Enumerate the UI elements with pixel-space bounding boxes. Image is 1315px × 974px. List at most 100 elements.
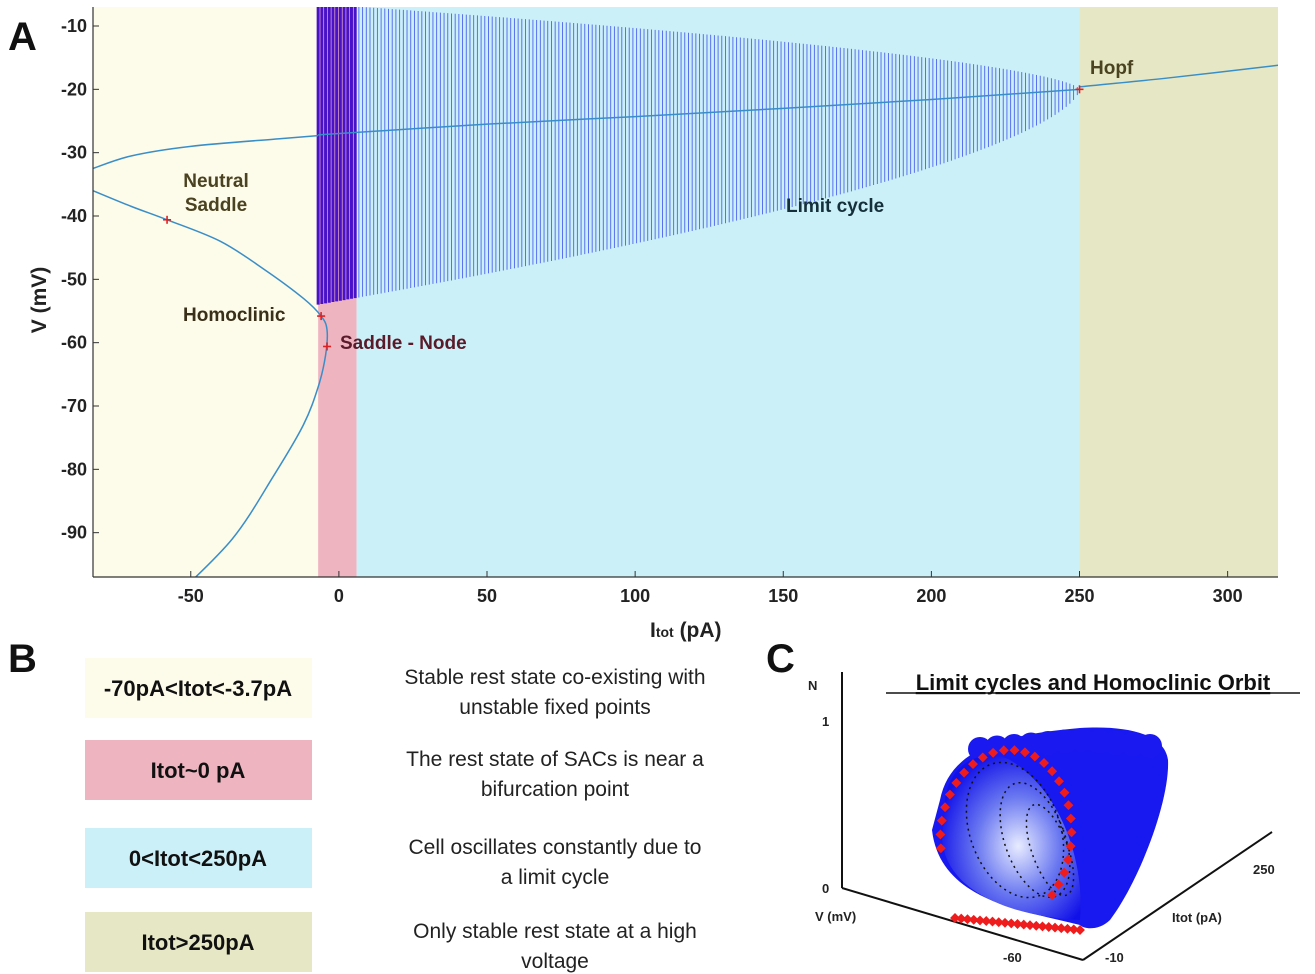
y-tick-label: -30 xyxy=(61,143,87,163)
equilibrium-curve-2 xyxy=(1079,64,1278,88)
homoclinic-orbit-marker xyxy=(940,802,950,813)
annotation-saddle: Saddle xyxy=(185,195,247,216)
legend-label: -70pA<Itot<-3.7pA xyxy=(104,676,292,701)
y-tick-label: -40 xyxy=(61,206,87,226)
dotted-orbit xyxy=(1025,803,1075,897)
x-tick-label: 150 xyxy=(768,586,798,606)
y-tick-label: -60 xyxy=(61,333,87,353)
homoclinic-orbit-marker xyxy=(959,767,970,778)
x-tick-labels: -50 0 50 100 150 200 250 300 xyxy=(178,586,1243,606)
legend-label: Itot>250pA xyxy=(141,930,254,955)
v-axis-label: V (mV) xyxy=(815,909,856,924)
y-tick-label: -70 xyxy=(61,396,87,416)
x-tick-label: 0 xyxy=(334,586,344,606)
y-tick-label: -50 xyxy=(61,269,87,289)
region-band-0 xyxy=(93,7,319,577)
homoclinic-orbit-marker xyxy=(1043,922,1054,932)
homoclinic-orbit-marker xyxy=(1000,917,1010,928)
x-tick-label: 300 xyxy=(1213,586,1243,606)
n-tick-0: 0 xyxy=(822,881,829,896)
legend-description-line: Cell oscillates constantly due to xyxy=(409,836,702,859)
homoclinic-orbit-marker xyxy=(944,789,955,800)
panel-label-b: B xyxy=(8,637,37,681)
itot-tick-10: -10 xyxy=(1105,950,1124,965)
annotation-neutral: Neutral xyxy=(183,171,248,192)
legend-swatch xyxy=(85,912,312,972)
homoclinic-orbit-marker xyxy=(1050,922,1060,933)
homoclinic-orbit-marker xyxy=(1059,787,1070,798)
homoclinic-orbit-marker xyxy=(951,777,962,788)
x-tick-label: 50 xyxy=(477,586,497,606)
legend-row-2: 0<Itot<250pA Cell oscillates constantly d… xyxy=(85,828,702,889)
y-tick-labels: -10 -20 -30 -40 -50 -60 -70 -80 -90 xyxy=(61,16,87,543)
homoclinic-orbit-marker xyxy=(935,843,946,854)
y-tick-label: -20 xyxy=(61,79,87,99)
y-axis-label: V (mV) xyxy=(28,267,51,334)
bifurcation-markers xyxy=(163,85,1084,351)
homoclinic-orbit-surface xyxy=(942,755,1081,920)
homoclinic-orbit-marker xyxy=(1009,745,1020,756)
legend-description-line: Stable rest state co-existing with xyxy=(404,666,705,689)
annotation-limit-cycle: Limit cycle xyxy=(786,196,884,217)
panel-c-3d-plot xyxy=(841,672,1273,961)
region-band-3 xyxy=(1079,7,1278,577)
homoclinic-orbit-marker xyxy=(1068,924,1079,935)
homoclinic-orbit-marker xyxy=(1065,813,1076,824)
legend-row-1: Itot~0 pA The rest state of SACs is near … xyxy=(85,740,704,801)
region-bands xyxy=(93,7,1278,577)
homoclinic-orbit-marker xyxy=(998,745,1009,756)
panel-c-title: Limit cycles and Homoclinic Orbit xyxy=(916,670,1271,695)
x-tick-label: -50 xyxy=(178,586,204,606)
v-tick-60: -60 xyxy=(1003,950,1022,965)
homoclinic-orbit-marker xyxy=(1065,841,1076,852)
n-tick-1: 1 xyxy=(822,714,829,729)
homoclinic-orbit-marker xyxy=(988,747,999,758)
homoclinic-orbit-marker xyxy=(962,914,973,925)
itot-tick-250: 250 xyxy=(1253,862,1275,877)
homoclinic-orbit-marker xyxy=(987,916,998,927)
homoclinic-orbit-marker xyxy=(956,913,967,924)
legend-row-0: -70pA<Itot<-3.7pA Stable rest state co-ex… xyxy=(85,658,706,719)
itot-axis-label: Itot (pA) xyxy=(1172,910,1222,925)
legend-swatch xyxy=(85,828,312,888)
x-tick-label: 250 xyxy=(1064,586,1094,606)
homoclinic-orbit-marker xyxy=(1031,920,1042,931)
legend-swatch xyxy=(85,658,312,718)
homoclinic-orbit-marker xyxy=(977,752,988,763)
legend-row-3: Itot>250pA Only stable rest state at a hi… xyxy=(85,912,697,973)
legend-label: 0<Itot<250pA xyxy=(129,846,267,871)
homoclinic-orbit-marker xyxy=(950,913,960,923)
homoclinic-orbit-marker xyxy=(1053,879,1064,890)
annotation-saddle-node: Saddle - Node xyxy=(340,333,467,354)
equilibrium-curve-0 xyxy=(93,134,319,170)
legend-description-line: voltage xyxy=(521,950,589,973)
equilibrium-curve-3 xyxy=(93,189,329,577)
homoclinic-orbit-marker xyxy=(1066,827,1077,838)
surface-bump xyxy=(1138,734,1162,758)
homoclinic-orbit-marker xyxy=(1029,751,1040,762)
equilibrium-curves xyxy=(93,64,1278,577)
homoclinic-orbit-marker xyxy=(1025,920,1035,931)
bifurcation-point-neutral-saddle xyxy=(163,215,172,224)
legend-description-line: unstable fixed points xyxy=(459,696,650,719)
v-axis-line xyxy=(841,887,1084,961)
legend-description-line: a limit cycle xyxy=(501,866,610,889)
axes xyxy=(92,7,1278,578)
homoclinic-orbit-marker xyxy=(1056,923,1067,934)
homoclinic-orbit-marker xyxy=(935,829,946,840)
equilibrium-curve-1 xyxy=(318,88,1080,136)
homoclinic-orbit-marker xyxy=(1063,800,1074,811)
itot-axis-line xyxy=(1082,831,1273,961)
homoclinic-orbit-marker xyxy=(1062,923,1073,934)
homoclinic-orbit-marker xyxy=(968,914,979,925)
y-tick-label: -80 xyxy=(61,459,87,479)
homoclinic-orbit-marker xyxy=(1059,867,1070,878)
homoclinic-orbit-marker xyxy=(1018,919,1029,930)
homoclinic-orbit-marker xyxy=(975,915,985,926)
homoclinic-orbit-marker xyxy=(1075,925,1085,935)
y-tick-label: -10 xyxy=(61,16,87,36)
homoclinic-orbit-marker xyxy=(981,916,992,926)
x-tick-label: 200 xyxy=(916,586,946,606)
limit-cycle-family xyxy=(316,7,1078,305)
